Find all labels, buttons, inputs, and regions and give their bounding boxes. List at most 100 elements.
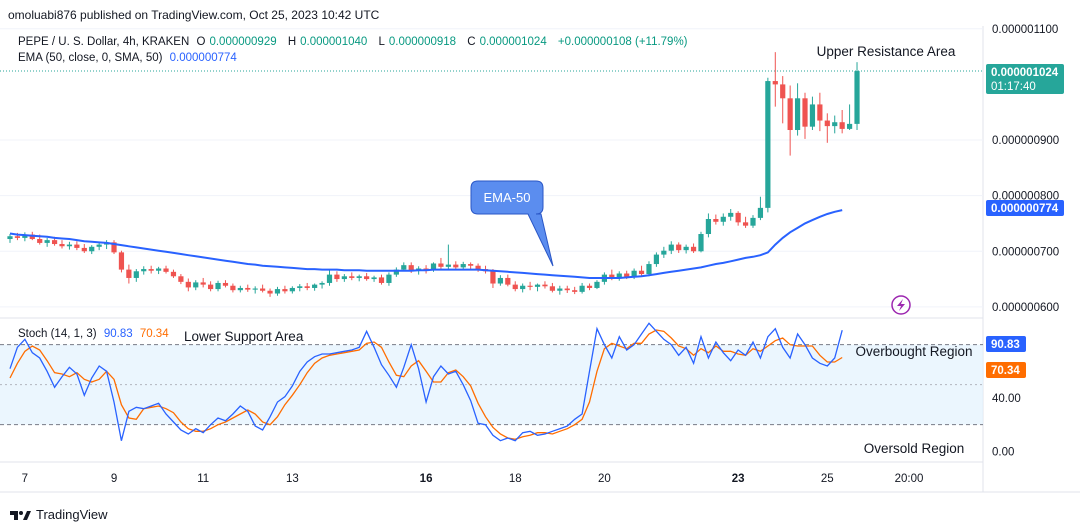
candle — [133, 269, 139, 282]
candle-body — [297, 286, 303, 288]
candle — [854, 62, 860, 131]
candle — [289, 286, 295, 294]
candle — [96, 242, 102, 251]
candle-body — [133, 271, 139, 278]
candle — [297, 284, 303, 292]
candle — [141, 266, 147, 275]
last-price-badge-value: 0.000001024 — [991, 67, 1059, 79]
candle-body — [549, 286, 555, 291]
candle-body — [809, 104, 816, 127]
candle — [126, 264, 132, 284]
alert-icon-bolt[interactable] — [897, 299, 905, 311]
stoch-k-badge-value: 90.83 — [991, 339, 1020, 351]
candle-body — [326, 274, 333, 283]
candle — [81, 244, 87, 253]
candle — [668, 241, 674, 255]
candle — [824, 113, 830, 143]
candle — [490, 269, 496, 288]
candle — [527, 281, 533, 291]
stoch-k-badge-bg — [986, 336, 1026, 352]
candle-body — [572, 290, 578, 292]
candle-body — [475, 265, 481, 270]
candle-body — [386, 274, 392, 283]
candle-body — [772, 81, 778, 85]
candle-body — [14, 236, 21, 238]
candle-body — [757, 207, 764, 218]
stoch-k-value: 90.83 — [103, 328, 133, 340]
candle — [839, 109, 845, 134]
candle — [312, 283, 318, 291]
candle — [89, 245, 95, 255]
price-grid — [0, 28, 983, 308]
price-tick-label: 0.000000800 — [992, 191, 1059, 203]
candle — [356, 274, 362, 282]
candle-body — [185, 281, 191, 288]
close-label: C — [467, 36, 476, 48]
time-tick-label: 18 — [509, 473, 522, 485]
candle — [319, 281, 325, 289]
lower-support-label: Lower Support Area — [184, 329, 304, 344]
candle-body — [653, 254, 660, 265]
candle-body — [252, 288, 258, 290]
ema-label: EMA (50, close, 0, SMA, 50) — [18, 52, 163, 64]
candle-body — [661, 250, 667, 255]
time-tick-label: 20 — [598, 473, 611, 485]
candle — [809, 96, 816, 131]
ema-callout-label: EMA-50 — [484, 190, 531, 205]
footer-brand[interactable]: TradingView — [10, 507, 108, 522]
candle-body — [854, 71, 860, 124]
candle-body — [742, 222, 749, 226]
candle — [371, 275, 377, 282]
candle — [616, 271, 622, 281]
last-price-badge-bg — [986, 64, 1064, 94]
high-label: H — [287, 36, 297, 48]
candle — [208, 281, 214, 292]
candle-body — [594, 281, 600, 288]
candle — [713, 214, 719, 225]
candle-body — [200, 282, 206, 285]
candle-body — [705, 218, 712, 235]
candle-body — [29, 234, 35, 240]
candle-body — [274, 289, 281, 294]
candle-body — [497, 277, 503, 284]
candle-body — [364, 276, 370, 280]
candle — [274, 286, 281, 296]
candle-body — [631, 270, 637, 277]
candle — [148, 265, 154, 274]
candle-body — [178, 276, 184, 282]
candle-body — [193, 282, 199, 288]
candle — [794, 83, 801, 136]
open-label: O — [196, 36, 206, 48]
stoch-d-badge: 70.34 — [986, 362, 1026, 378]
candle — [542, 281, 548, 289]
candle — [237, 285, 243, 293]
alert-icon-ring[interactable] — [891, 295, 911, 315]
candle — [646, 261, 652, 277]
candle — [780, 76, 786, 124]
candle-body — [832, 122, 838, 127]
candle — [349, 272, 355, 281]
change-value: +0.000000108 (+11.79%) — [557, 36, 688, 48]
candle — [111, 240, 117, 255]
candle-body — [839, 122, 845, 129]
stoch-tick-label: 0.00 — [992, 446, 1014, 458]
candle — [44, 237, 50, 247]
countdown-value: 01:17:40 — [991, 81, 1036, 93]
candle — [103, 240, 110, 250]
tradingview-logo-icon — [10, 510, 31, 520]
ema-value: 0.000000774 — [169, 52, 237, 64]
candle-body — [304, 286, 310, 288]
lightning-alert-icon[interactable] — [891, 295, 911, 315]
candle-body — [698, 234, 704, 252]
ema-price-badge: 0.000000774 — [986, 200, 1064, 216]
candle — [720, 213, 726, 226]
candle-body — [126, 269, 132, 278]
candle-body — [334, 274, 340, 280]
candle-body — [846, 123, 853, 129]
candle-body — [720, 216, 726, 222]
candle — [586, 283, 593, 291]
candle — [22, 232, 28, 242]
price-tick-label: 0.000001100 — [992, 24, 1058, 36]
